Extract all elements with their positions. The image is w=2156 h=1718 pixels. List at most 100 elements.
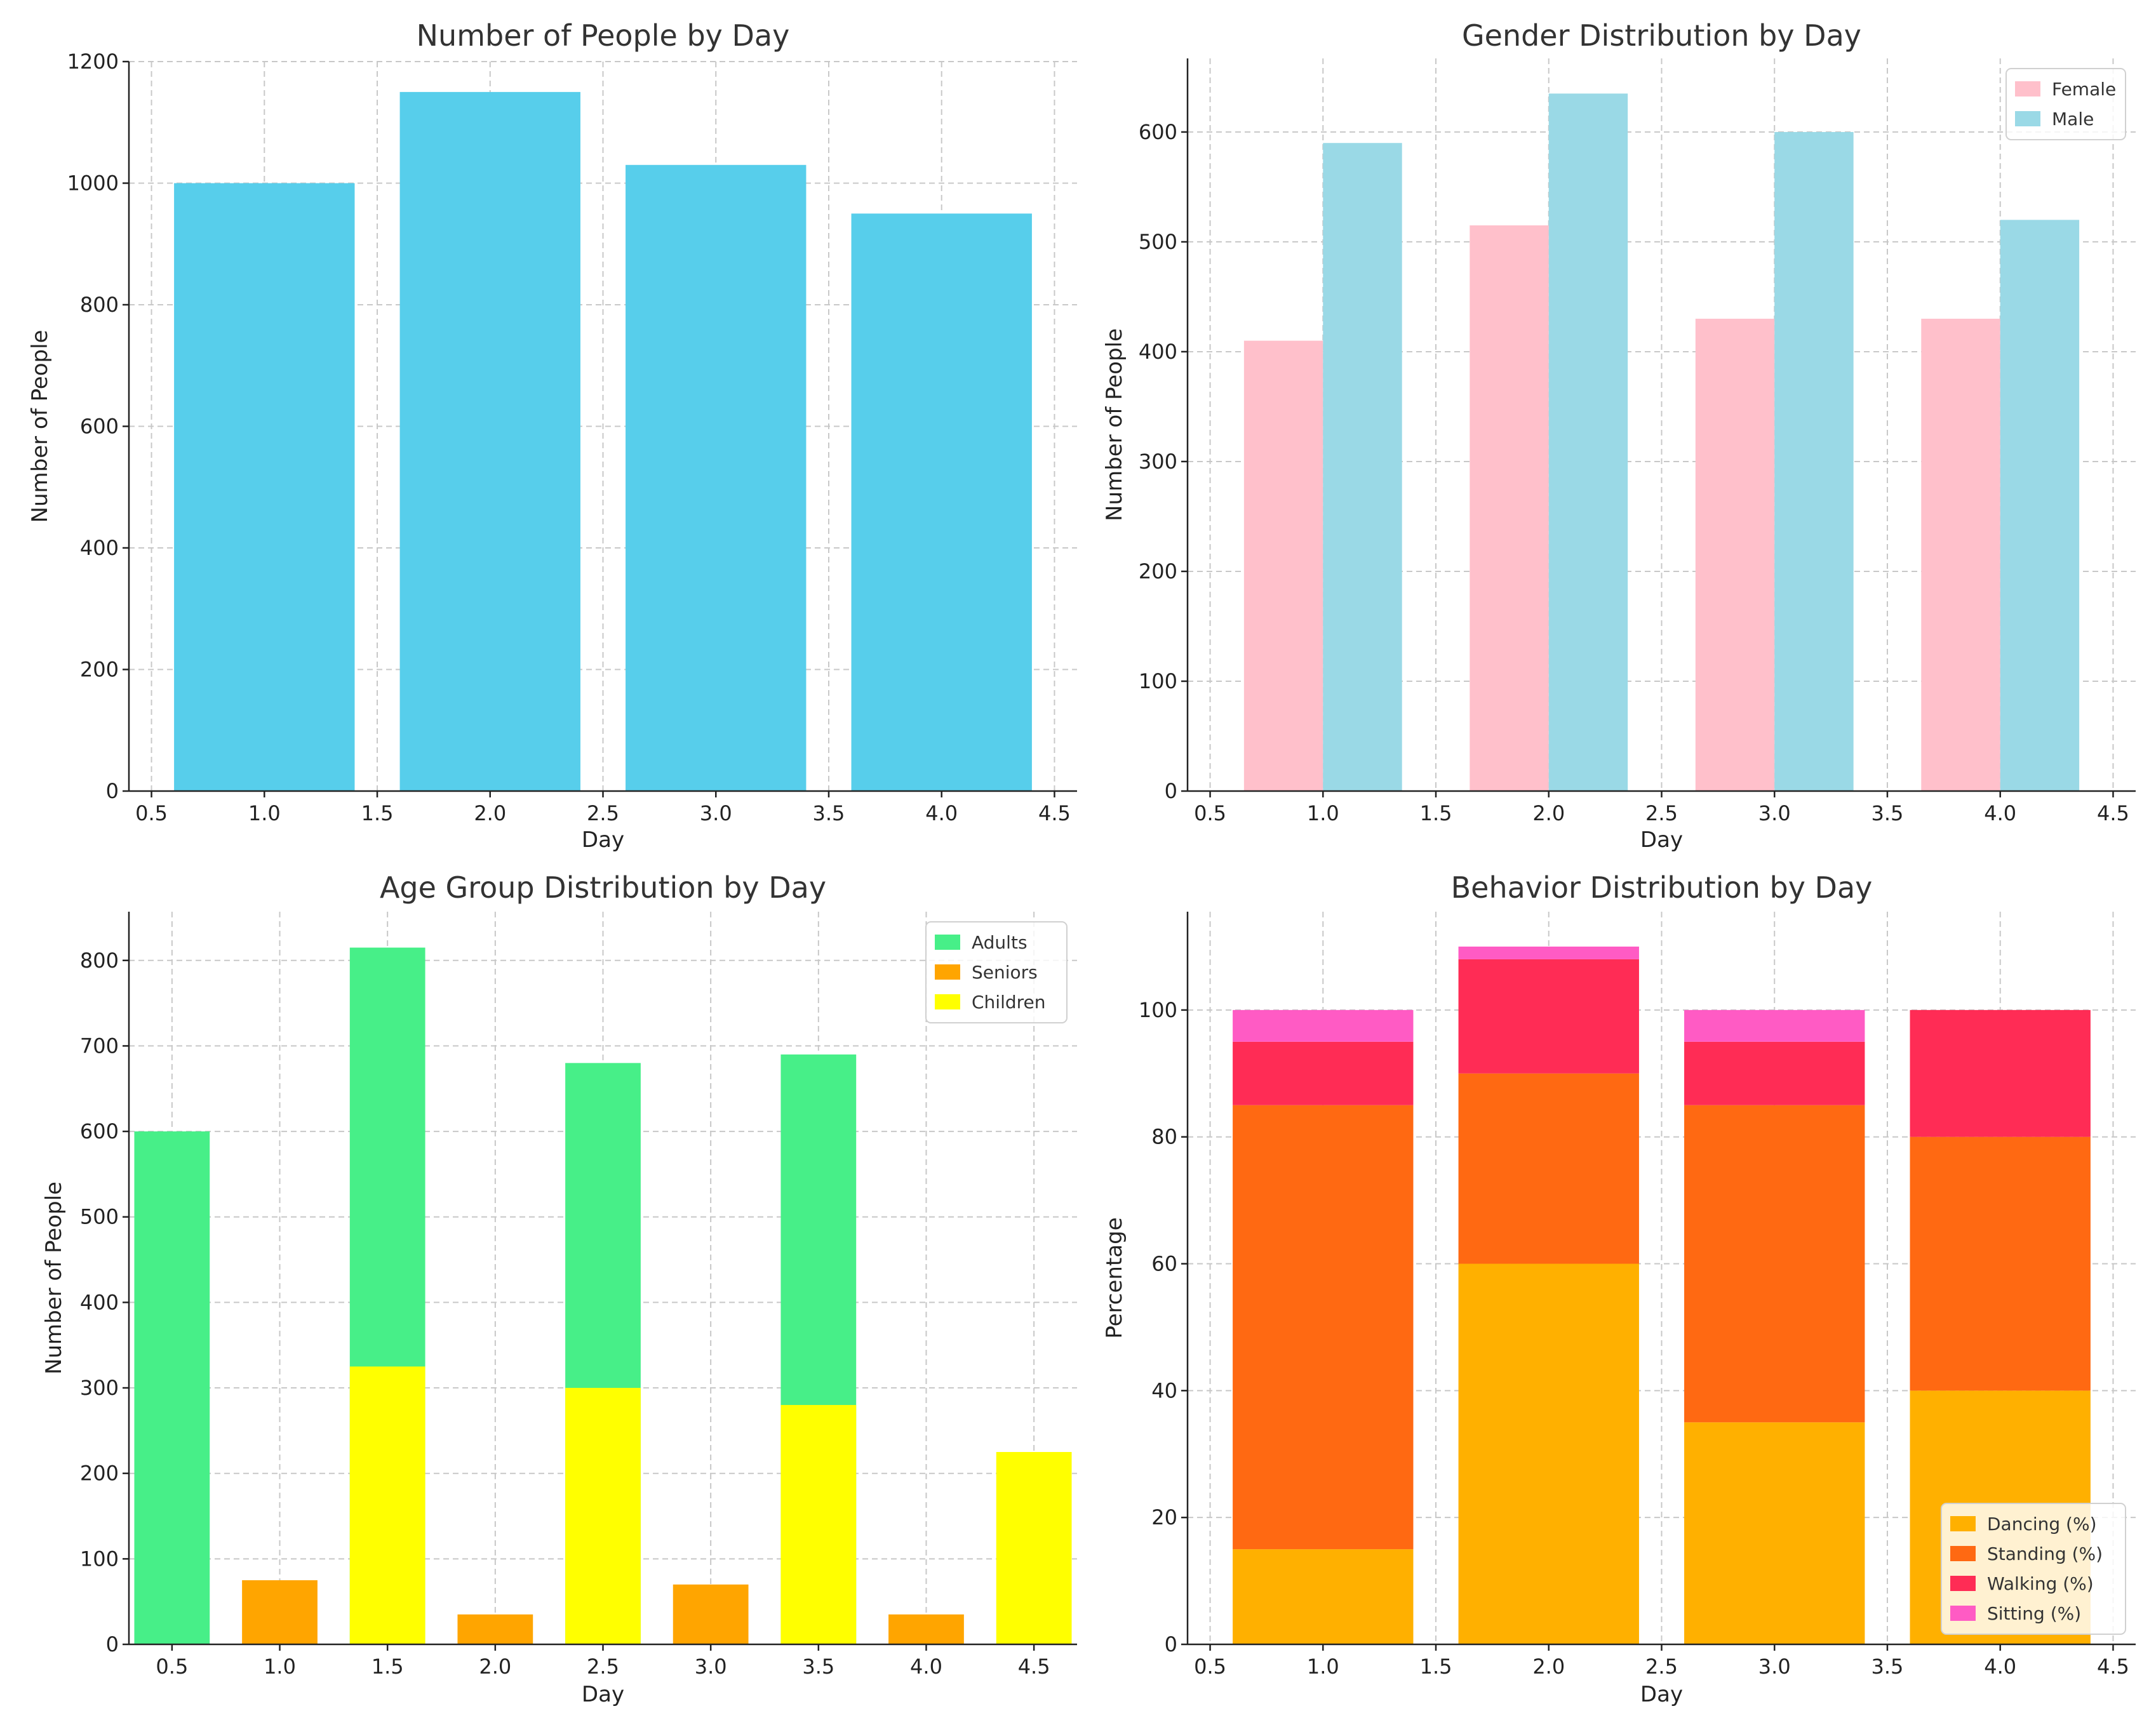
- y-tick-label: 1200: [67, 50, 119, 74]
- bar-seniors-day-3: [673, 1584, 749, 1644]
- x-tick-label: 2.0: [1532, 801, 1565, 825]
- legend-label-standing: Standing (%): [1987, 1543, 2103, 1564]
- x-tick-label: 2.5: [1645, 801, 1678, 825]
- legend-frame: [925, 921, 1068, 1023]
- bar-female-day-2: [1470, 225, 1549, 792]
- y-tick-label: 400: [1139, 340, 1177, 364]
- y-tick-label: 400: [80, 1290, 119, 1314]
- bar-standing-day-2: [1458, 1073, 1639, 1264]
- y-tick-label: 800: [80, 949, 119, 973]
- bar-children-day-3: [780, 1404, 857, 1644]
- x-tick-label: 3.0: [1758, 1655, 1791, 1679]
- bar-dancing-day-3: [1684, 1422, 1865, 1644]
- x-tick-label: 2.5: [587, 1655, 619, 1679]
- bar-adults-day-1: [134, 1131, 210, 1644]
- x-tick-label: 4.5: [2097, 801, 2129, 825]
- x-tick-label: 1.5: [361, 801, 394, 825]
- bar-total-day-1: [174, 183, 355, 791]
- bar-standing-day-1: [1233, 1105, 1414, 1550]
- x-tick-label: 4.5: [1018, 1655, 1050, 1679]
- y-axis-label: Number of People: [1102, 328, 1127, 521]
- bar-total-day-3: [626, 164, 807, 791]
- x-tick-label: 1.5: [372, 1655, 404, 1679]
- bar-walking-day-2: [1458, 959, 1639, 1074]
- x-tick-label: 3.5: [802, 1655, 834, 1679]
- legend-swatch-walking: [1950, 1576, 1976, 1591]
- chart-gender-distribution: 0.5 1.0 1.5 2.0 2.5 3.0 3.5 4.0 4.5 0 100 200 300 400…: [1102, 18, 2136, 853]
- bar-total-day-4: [851, 213, 1032, 791]
- bar-female-day-1: [1243, 340, 1323, 791]
- y-tick-label: 1000: [67, 171, 119, 196]
- legend-swatch-standing: [1950, 1546, 1976, 1561]
- y-axis-label: Number of People: [27, 330, 53, 523]
- x-tick-label: 4.0: [1984, 1655, 2016, 1679]
- chart-title: Age Group Distribution by Day: [380, 870, 826, 905]
- x-axis-label: Day: [582, 1682, 624, 1707]
- y-tick-label: 200: [1139, 559, 1177, 583]
- bar-walking-day-1: [1233, 1041, 1414, 1105]
- legend: Dancing (%) Standing (%) Walking (%) Sittin…: [1941, 1503, 2126, 1635]
- bar-sitting-day-2: [1458, 946, 1639, 959]
- legend-label-sitting: Sitting (%): [1987, 1603, 2081, 1624]
- bar-children-day-4: [996, 1452, 1072, 1644]
- x-tick-label: 0.5: [156, 1655, 188, 1679]
- bar-dancing-day-1: [1233, 1549, 1414, 1644]
- legend-swatch-seniors: [935, 964, 960, 980]
- bar-total-day-2: [399, 91, 580, 791]
- y-tick-label: 0: [1165, 1632, 1177, 1656]
- legend-swatch-male: [2015, 111, 2040, 126]
- y-tick-label: 300: [1139, 449, 1177, 474]
- x-tick-label: 3.0: [1758, 801, 1791, 825]
- bar-sitting-day-1: [1233, 1009, 1414, 1042]
- y-tick-label: 700: [80, 1034, 119, 1058]
- legend-label-seniors: Seniors: [972, 962, 1038, 983]
- x-tick-label: 3.5: [813, 801, 845, 825]
- legend-label-children: Children: [972, 992, 1046, 1013]
- y-tick-label: 200: [80, 1462, 119, 1486]
- x-tick-label: 2.0: [479, 1655, 511, 1679]
- x-tick-label: 2.0: [1532, 1655, 1565, 1679]
- x-tick-label: 3.0: [700, 801, 732, 825]
- x-tick-label: 1.0: [248, 801, 281, 825]
- y-tick-label: 0: [106, 779, 119, 803]
- bar-seniors-day-2: [457, 1614, 533, 1644]
- bar-male-day-3: [1774, 131, 1854, 791]
- chart-behavior-distribution: 0.5 1.0 1.5 2.0 2.5 3.0 3.5 4.0 4.5 0 20 40 60 80 100 B…: [1102, 870, 2136, 1707]
- bar-children-day-2: [565, 1388, 641, 1644]
- bar-male-day-4: [2000, 220, 2080, 791]
- chart-title: Number of People by Day: [417, 18, 790, 53]
- y-tick-label: 80: [1151, 1125, 1177, 1149]
- x-tick-label: 0.5: [1194, 1655, 1226, 1679]
- y-tick-label: 100: [1139, 998, 1177, 1022]
- x-axis-label: Day: [582, 827, 624, 853]
- x-tick-label: 1.0: [1307, 801, 1339, 825]
- x-axis-label: Day: [1640, 827, 1683, 853]
- legend-label-male: Male: [2052, 109, 2094, 130]
- x-tick-label: 1.0: [264, 1655, 296, 1679]
- bar-standing-day-4: [1910, 1136, 2091, 1391]
- legend-frame: [1941, 1503, 2126, 1635]
- x-tick-label: 3.5: [1871, 801, 1904, 825]
- x-tick-label: 4.0: [925, 801, 958, 825]
- chart-people-by-day: 0.5 1.0 1.5 2.0 2.5 3.0 3.5 4.0 4.5 0 200 400 600 800…: [27, 18, 1077, 853]
- x-tick-label: 2.5: [1645, 1655, 1678, 1679]
- y-tick-label: 0: [1165, 779, 1177, 803]
- y-tick-label: 600: [1139, 120, 1177, 144]
- y-axis-label: Percentage: [1102, 1217, 1127, 1338]
- x-tick-label: 1.0: [1307, 1655, 1339, 1679]
- x-axis-label: Day: [1640, 1682, 1683, 1707]
- legend-swatch-dancing: [1950, 1516, 1976, 1531]
- bar-seniors-day-1: [242, 1580, 318, 1644]
- y-tick-label: 100: [80, 1547, 119, 1571]
- legend: Female Male: [2005, 68, 2126, 140]
- x-tick-label: 1.5: [1420, 1655, 1452, 1679]
- y-tick-label: 0: [106, 1632, 119, 1656]
- legend-label-dancing: Dancing (%): [1987, 1514, 2097, 1535]
- y-tick-label: 500: [1139, 230, 1177, 254]
- x-tick-label: 3.5: [1871, 1655, 1904, 1679]
- bar-dancing-day-2: [1458, 1263, 1639, 1644]
- bar-female-day-3: [1695, 319, 1775, 791]
- y-tick-label: 600: [80, 415, 119, 439]
- legend-label-female: Female: [2052, 79, 2116, 100]
